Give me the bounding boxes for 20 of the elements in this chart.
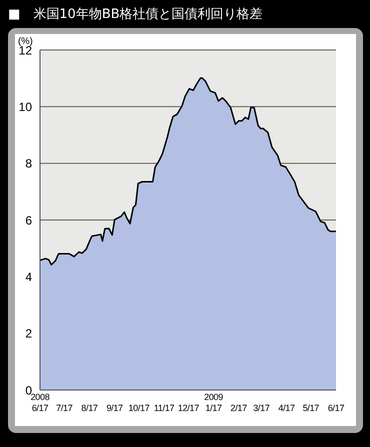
y-tick-label: 8	[25, 156, 32, 171]
x-tick-label: 9/17	[106, 403, 124, 413]
x-tick-label: 11/17	[154, 403, 175, 413]
x-tick-label: 3/17	[253, 403, 270, 413]
y-tick-label: 2	[25, 326, 32, 341]
x-tick-label: 8/17	[81, 403, 98, 413]
y-tick-label: 4	[25, 270, 32, 284]
x-tick-label: 10/17	[128, 403, 150, 413]
x-tick-label: 12/17	[178, 403, 200, 413]
x-tick-label: 2/17	[230, 403, 248, 413]
y-tick-label: 6	[25, 213, 32, 228]
y-tick-label: 0	[25, 383, 32, 398]
x-tick-label: 5/17	[302, 403, 320, 413]
x-tick-label: 4/17	[278, 403, 295, 413]
y-tick-label: 10	[18, 100, 32, 114]
x-tick-label: 7/17	[56, 403, 73, 413]
x-tick-label: 2008 6/17	[30, 392, 50, 413]
x-tick-label: 6/17	[328, 403, 344, 413]
x-tick-label: 2009 1/17	[204, 392, 224, 413]
chart-title: ■ 米国10年物BB格社債と国債利回り格差	[8, 6, 263, 23]
